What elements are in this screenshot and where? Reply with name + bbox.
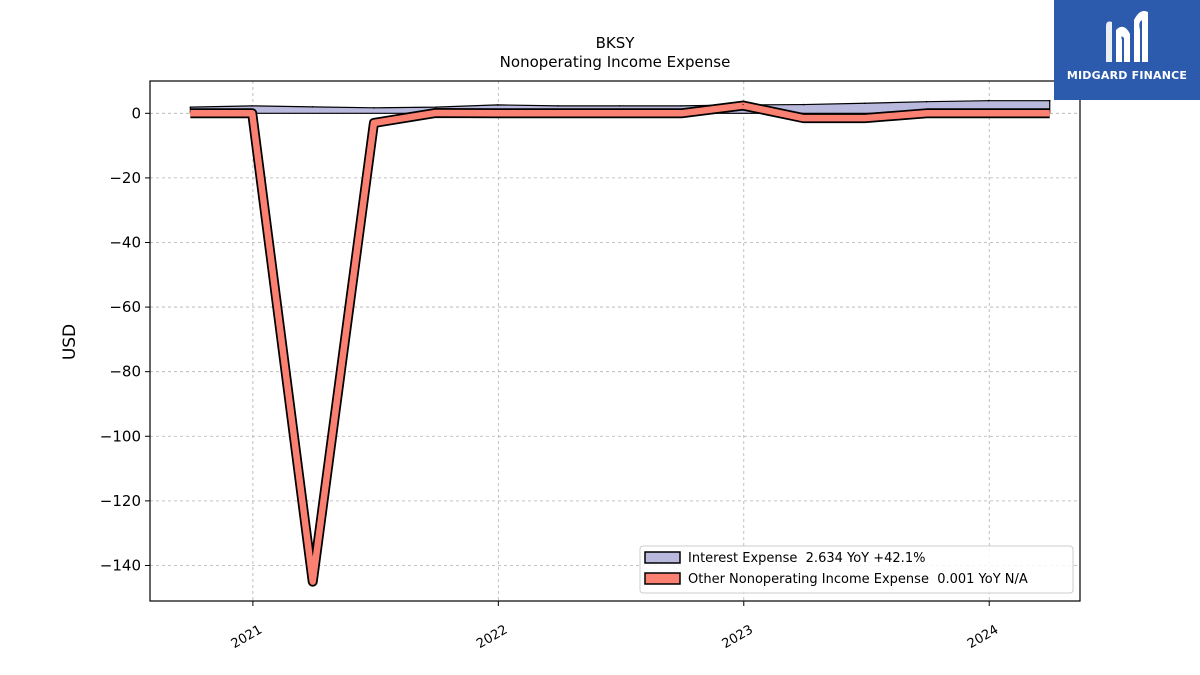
data-point-other-nonoperating [189,112,192,115]
data-point-other-nonoperating [987,112,990,115]
brand-name: MIDGARD FINANCE [1066,69,1188,82]
data-point-interest-expense [311,106,314,108]
data-point-interest-expense [864,102,866,105]
data-point-other-nonoperating [1048,112,1051,115]
data-point-interest-expense [925,100,928,103]
y-tick-label: −20 [109,169,141,187]
x-tick-label: 2023 [720,622,756,652]
y-tick-label: 0 [131,104,141,122]
legend-swatch-other-nonoperating [644,572,681,585]
data-point-other-nonoperating [496,112,499,115]
data-point-other-nonoperating [557,112,559,115]
y-tick-label: −140 [100,556,141,574]
legend-label-other-nonoperating: Other Nonoperating Income Expense 0.001 … [688,572,1028,587]
x-tick-label: 2021 [229,622,265,652]
data-point-interest-expense [557,105,559,107]
data-point-interest-expense [618,105,621,107]
grid [150,81,1080,601]
legend[interactable]: Interest Expense 2.634 YoY +42.1% Other … [639,545,1074,594]
data-point-interest-expense [373,107,375,109]
x-tick-label: 2024 [965,622,1001,652]
legend-frame [639,545,1074,594]
y-tick-label: −60 [109,298,141,316]
x-tick-label: 2022 [474,622,510,652]
chart-subtitle: Nonoperating Income Expense [500,53,731,71]
y-axis: 0 −20 −40 −60 −80 −100 −120 −140 [100,104,150,574]
data-point-other-nonoperating [742,104,744,107]
data-point-other-nonoperating [618,112,621,115]
chart-title: BKSY [596,34,636,52]
midgard-logo-icon [1106,11,1148,62]
data-point-interest-expense [802,103,805,106]
data-point-other-nonoperating [802,117,805,119]
y-tick-label: −40 [109,233,141,251]
x-axis: 2021 2022 2023 2024 [229,601,1001,652]
data-point-other-nonoperating [251,112,254,115]
data-point-other-nonoperating [373,122,375,124]
data-point-other-nonoperating [680,112,683,115]
data-point-interest-expense [251,105,254,107]
data-point-interest-expense [496,104,499,106]
legend-swatch-interest-expense [644,551,681,564]
data-point-interest-expense [1048,99,1051,102]
data-point-interest-expense [680,105,683,107]
series-line-other-nonoperating [190,102,1050,585]
y-tick-label: −80 [109,363,141,381]
data-point-other-nonoperating [311,580,314,583]
y-axis-label: USD [60,324,80,360]
data-point-interest-expense [434,106,437,108]
data-point-other-nonoperating [434,112,437,114]
data-point-interest-expense [189,106,192,108]
legend-label-interest-expense: Interest Expense 2.634 YoY +42.1% [688,551,925,566]
brand-logo: MIDGARD FINANCE [1054,0,1200,100]
data-point-other-nonoperating [925,112,928,115]
y-tick-label: −120 [100,492,141,510]
data-point-other-nonoperating [864,117,866,119]
plot-marks [189,99,1051,587]
series-area-interest-expense [189,100,1051,114]
data-point-interest-expense [987,99,990,102]
plot-frame [149,80,1081,602]
y-tick-label: −100 [100,427,141,445]
